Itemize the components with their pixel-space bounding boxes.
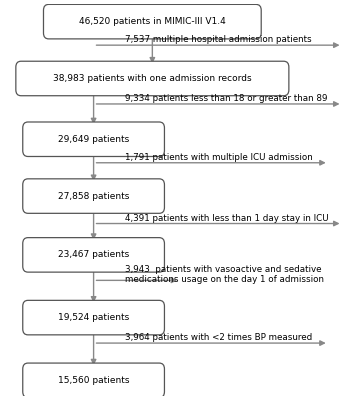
Text: 7,537 multiple hospital admission patients: 7,537 multiple hospital admission patien… xyxy=(125,35,311,44)
Text: 29,649 patients: 29,649 patients xyxy=(58,135,129,144)
FancyBboxPatch shape xyxy=(23,122,165,156)
FancyBboxPatch shape xyxy=(23,179,165,213)
Text: 1,791 patients with multiple ICU admission: 1,791 patients with multiple ICU admissi… xyxy=(125,153,312,162)
Text: 15,560 patients: 15,560 patients xyxy=(58,376,129,385)
FancyBboxPatch shape xyxy=(23,363,165,398)
Text: 4,391 patients with less than 1 day stay in ICU: 4,391 patients with less than 1 day stay… xyxy=(125,214,328,223)
FancyBboxPatch shape xyxy=(23,300,165,335)
Text: 3,964 patients with <2 times BP measured: 3,964 patients with <2 times BP measured xyxy=(125,333,312,342)
Text: 38,983 patients with one admission records: 38,983 patients with one admission recor… xyxy=(53,74,252,83)
Text: 27,858 patients: 27,858 patients xyxy=(58,192,129,200)
FancyBboxPatch shape xyxy=(16,61,289,96)
FancyBboxPatch shape xyxy=(44,4,261,39)
Text: 23,467 patients: 23,467 patients xyxy=(58,250,129,259)
FancyBboxPatch shape xyxy=(23,238,165,272)
Text: 3,943  patients with vasoactive and sedative
medications usage on the day 1 of a: 3,943 patients with vasoactive and sedat… xyxy=(125,265,324,284)
Text: 19,524 patients: 19,524 patients xyxy=(58,313,129,322)
Text: 46,520 patients in MIMIC-III V1.4: 46,520 patients in MIMIC-III V1.4 xyxy=(79,17,226,26)
Text: 9,334 patients less than 18 or greater than 89: 9,334 patients less than 18 or greater t… xyxy=(125,94,327,103)
